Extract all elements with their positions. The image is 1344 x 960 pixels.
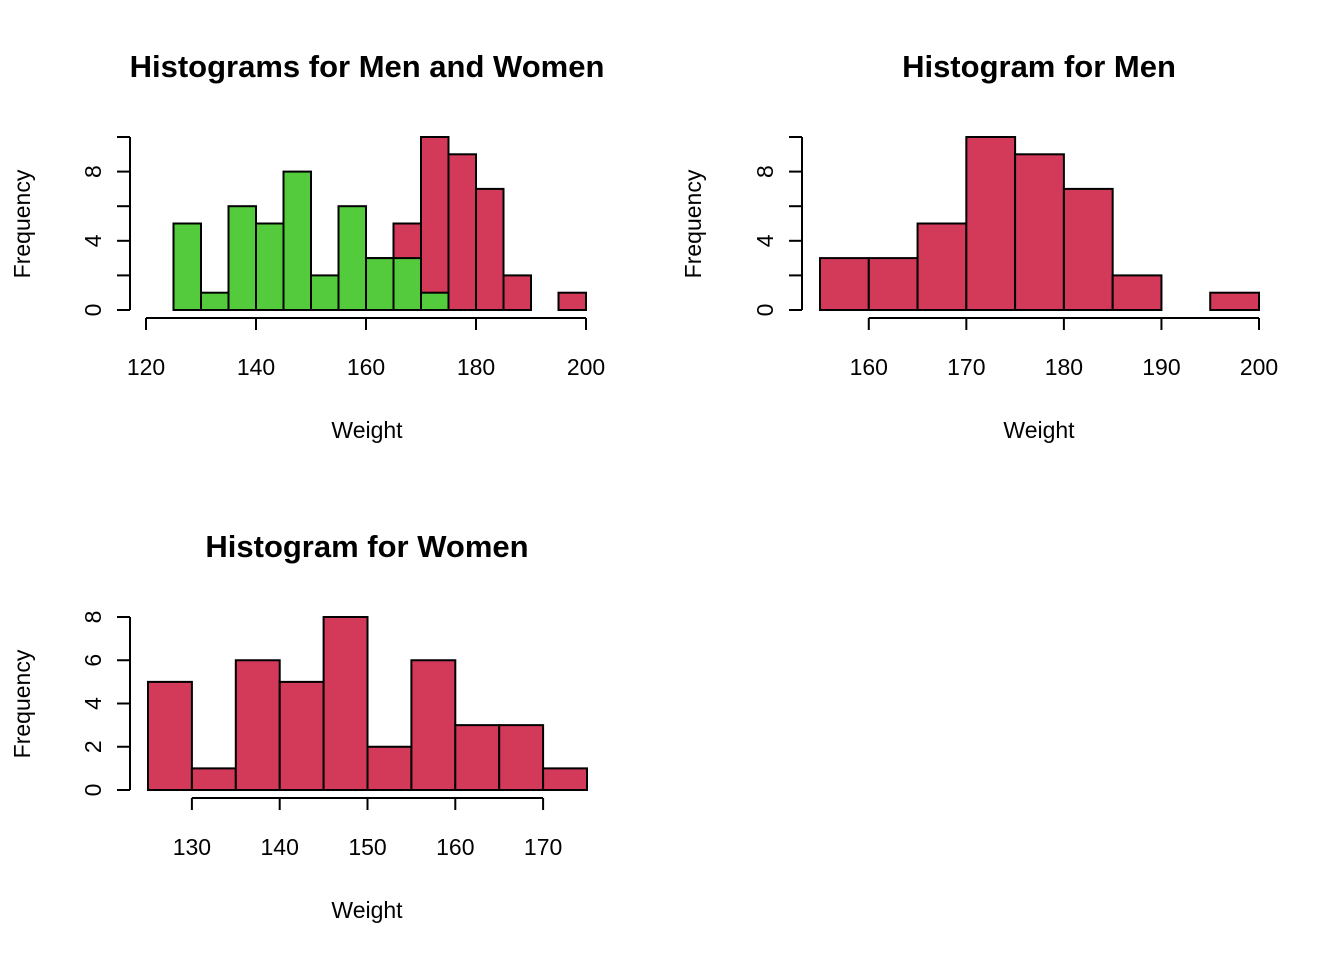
x-tick-label: 170 (947, 354, 985, 380)
histogram-bar (1111, 274, 1163, 311)
histogram-bar (200, 291, 230, 312)
x-tick-label: 160 (850, 354, 888, 380)
histogram-bar (172, 222, 202, 311)
histogram-bar (234, 659, 281, 791)
histogram-men-panel: Histogram for Men 160 170 180 190 200 0 4 8 Wei… (680, 49, 1278, 443)
x-tick-label: 160 (347, 354, 385, 380)
histogram-bar (542, 767, 588, 791)
histogram-bar (965, 136, 1017, 311)
histogram-bar (190, 767, 237, 791)
histogram-bar (365, 257, 395, 312)
y-tick-label: 2 (80, 740, 106, 753)
y-tick-label: 4 (80, 234, 106, 247)
histogram-bar (227, 205, 257, 311)
chart-title: Histogram for Men (902, 49, 1176, 84)
x-tick-label: 170 (524, 834, 562, 860)
y-tick-label: 8 (80, 611, 106, 624)
x-tick-label: 140 (261, 834, 299, 860)
histogram-bar (410, 659, 457, 791)
x-tick-label: 200 (1240, 354, 1278, 380)
x-axis-label: Weight (331, 897, 403, 923)
x-tick-label: 160 (436, 834, 474, 860)
histogram-bar (420, 291, 450, 312)
histogram-bar (502, 274, 532, 311)
y-tick-label: 6 (80, 654, 106, 667)
y-tick-label: 0 (752, 304, 778, 317)
histogram-bar (255, 222, 285, 311)
x-tick-label: 140 (237, 354, 275, 380)
y-axis-label: Frequency (9, 169, 35, 278)
plot-area: 160 170 180 190 200 0 4 8 (752, 136, 1278, 380)
histogram-bar (310, 274, 340, 311)
x-tick-label: 150 (348, 834, 386, 860)
histogram-bar (819, 257, 870, 312)
histogram-women-panel: Histogram for Women 130 140 150 160 170 0 2 4 6 8… (9, 529, 588, 923)
y-tick-label: 0 (80, 304, 106, 317)
histogram-bar (282, 170, 312, 311)
chart-title: Histograms for Men and Women (130, 49, 605, 84)
histogram-bar (337, 205, 367, 311)
y-tick-label: 0 (80, 784, 106, 797)
histogram-bar (420, 136, 450, 311)
x-tick-label: 190 (1142, 354, 1180, 380)
y-axis-label: Frequency (680, 169, 706, 278)
histogram-bar (475, 187, 505, 311)
x-tick-label: 120 (127, 354, 165, 380)
histogram-bar (278, 680, 325, 791)
histogram-bar (1209, 291, 1260, 312)
histogram-bar (1062, 187, 1114, 311)
histogram-bar (447, 153, 477, 311)
x-tick-label: 130 (173, 834, 211, 860)
y-axis-label: Frequency (9, 649, 35, 758)
x-tick-label: 200 (567, 354, 605, 380)
y-tick-label: 8 (752, 165, 778, 178)
plot-area: 130 140 150 160 170 0 2 4 6 8 (80, 611, 588, 860)
y-tick-label: 8 (80, 165, 106, 178)
histogram-bar (498, 724, 545, 791)
histogram-bar (454, 724, 501, 791)
x-tick-label: 180 (1045, 354, 1083, 380)
x-tick-label: 180 (457, 354, 495, 380)
x-axis-label: Weight (1003, 417, 1075, 443)
chart-title: Histogram for Women (205, 529, 528, 564)
histogram-bar (867, 257, 919, 312)
plot-area: 120 140 160 180 200 0 4 8 (80, 136, 605, 380)
histogram-men-and-women-panel: Histograms for Men and Women 120 140 160 18… (9, 49, 605, 443)
histogram-bar (147, 680, 193, 791)
y-tick-label: 4 (80, 697, 106, 710)
histogram-bar (366, 745, 413, 791)
histogram-bar (557, 291, 587, 312)
histogram-bar (392, 257, 422, 312)
histogram-bar (1014, 153, 1065, 311)
histogram-bar (322, 616, 369, 791)
histogram-bar (916, 222, 968, 311)
y-tick-label: 4 (752, 234, 778, 247)
x-axis-label: Weight (331, 417, 403, 443)
